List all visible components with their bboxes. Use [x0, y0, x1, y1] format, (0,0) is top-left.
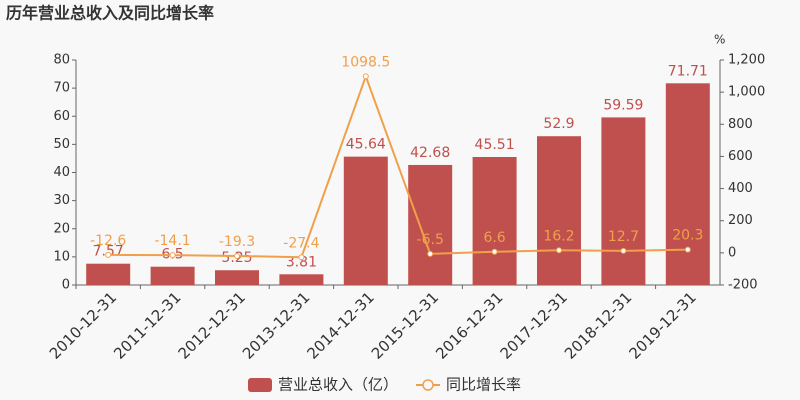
y-tick-label: 50 [53, 137, 70, 152]
bar [279, 274, 324, 285]
bar [601, 117, 646, 285]
y2-tick-label: 800 [728, 117, 753, 132]
line-value-label: 16.2 [543, 228, 574, 244]
line-value-label: 12.7 [608, 229, 639, 245]
bar-value-label: 59.59 [603, 97, 643, 113]
y-tick-label: 70 [53, 81, 70, 96]
line-point [491, 248, 498, 255]
bar [150, 266, 195, 285]
bar-value-label: 42.68 [410, 145, 450, 161]
legend-swatch-point [422, 379, 434, 391]
line-point [684, 246, 691, 253]
legend-label: 营业总收入（亿） [278, 376, 398, 394]
y-tick-label: 20 [53, 221, 70, 236]
bar [86, 263, 131, 285]
y2-tick-label: 0 [728, 245, 736, 260]
bar-value-label: 52.9 [543, 116, 574, 132]
bar [408, 164, 453, 285]
y2-unit: % [714, 33, 725, 47]
line-point [105, 251, 112, 258]
y-tick-label: 60 [53, 109, 70, 124]
bar-value-label: 71.71 [668, 63, 708, 79]
y-tick-label: 10 [53, 249, 70, 264]
line-point [620, 247, 627, 254]
bar-value-label: 3.81 [286, 254, 317, 270]
bar-value-label: 45.64 [346, 137, 386, 153]
y-tick-label: 30 [53, 193, 70, 208]
line-point [169, 252, 176, 259]
line-value-label: -12.6 [90, 233, 126, 249]
line-point [362, 73, 369, 80]
y2-tick-label: 1,000 [728, 85, 765, 100]
line-point [556, 247, 562, 254]
y2-tick-label: 600 [728, 149, 753, 164]
bar [343, 156, 388, 285]
y2-tick-label: -200 [728, 278, 758, 293]
bar [215, 270, 259, 285]
y2-tick-label: 1,200 [728, 53, 765, 68]
line-value-label: -19.3 [219, 234, 255, 250]
legend-label: 同比增长率 [446, 376, 521, 394]
line [108, 73, 688, 259]
y-tick-label: 40 [53, 165, 70, 180]
line-value-label: -27.4 [283, 235, 319, 251]
bar [537, 136, 581, 285]
bar [665, 83, 710, 285]
y-tick-label: 0 [62, 278, 70, 293]
bar-value-label: 45.51 [475, 137, 515, 153]
y2-tick-label: 400 [728, 181, 753, 196]
y2-tick-label: 200 [728, 213, 753, 228]
legend-swatch [248, 378, 272, 392]
line-value-label: 20.3 [672, 228, 703, 244]
line-value-label: 1098.5 [341, 54, 390, 70]
line-value-label: 6.6 [483, 230, 505, 246]
line-value-label: -6.5 [417, 232, 444, 248]
line-point [298, 254, 305, 261]
chart-title: 历年营业总收入及同比增长率 [6, 4, 214, 23]
y-tick-label: 80 [53, 53, 70, 68]
line-value-label: -14.1 [154, 233, 190, 249]
line-point [427, 250, 434, 257]
line-point [234, 252, 240, 259]
bar [472, 157, 517, 285]
